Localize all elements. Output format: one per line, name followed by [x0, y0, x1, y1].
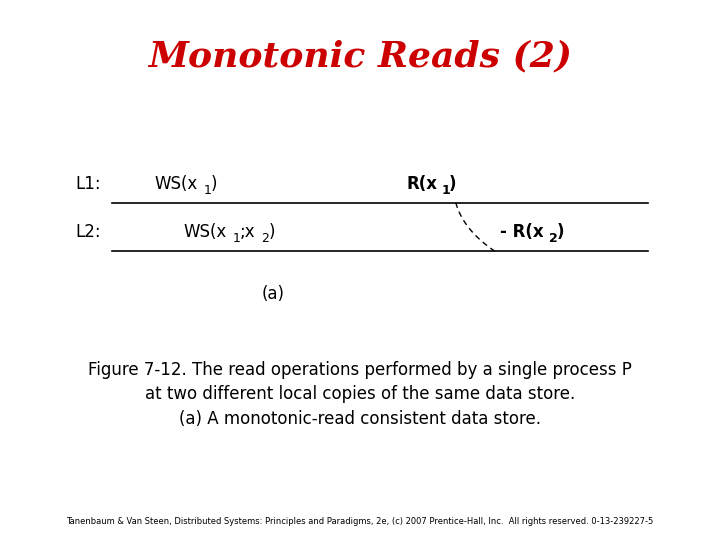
- Text: - R(x: - R(x: [500, 224, 544, 241]
- Text: 1: 1: [204, 184, 212, 197]
- Text: Monotonic Reads (2): Monotonic Reads (2): [148, 40, 572, 73]
- Text: R(x: R(x: [407, 175, 438, 193]
- Text: 2: 2: [549, 232, 558, 245]
- Text: (a) A monotonic-read consistent data store.: (a) A monotonic-read consistent data sto…: [179, 409, 541, 428]
- Text: at two different local copies of the same data store.: at two different local copies of the sam…: [145, 385, 575, 403]
- Text: ;x: ;x: [240, 224, 256, 241]
- Text: ): ): [449, 175, 456, 193]
- Text: ): ): [211, 175, 217, 193]
- Text: WS(x: WS(x: [184, 224, 227, 241]
- Text: L2:: L2:: [76, 224, 102, 241]
- Text: Tanenbaum & Van Steen, Distributed Systems: Principles and Paradigms, 2e, (c) 20: Tanenbaum & Van Steen, Distributed Syste…: [66, 517, 654, 525]
- Text: WS(x: WS(x: [155, 175, 198, 193]
- Text: 2: 2: [261, 232, 269, 245]
- Text: ): ): [269, 224, 275, 241]
- Text: L1:: L1:: [76, 175, 102, 193]
- Text: 1: 1: [233, 232, 240, 245]
- Text: Figure 7-12. The read operations performed by a single process P: Figure 7-12. The read operations perform…: [88, 361, 632, 379]
- Text: (a): (a): [262, 285, 285, 303]
- Text: ): ): [557, 224, 564, 241]
- Text: 1: 1: [441, 184, 450, 197]
